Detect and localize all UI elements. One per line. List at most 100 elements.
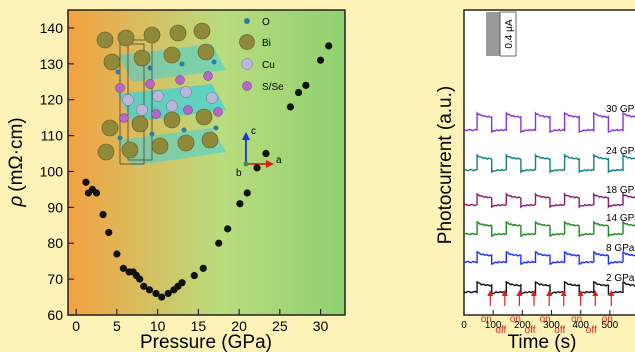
time-tick-label: 500 — [601, 320, 618, 331]
y-axis-label: ρ (mΩ·cm) — [6, 117, 27, 207]
off-label: off — [495, 325, 506, 336]
on-label: on — [540, 314, 551, 325]
data-point — [286, 103, 295, 111]
legend-label-cu: Cu — [262, 60, 275, 71]
x-tick-label: 20 — [231, 318, 247, 334]
time-tick-label: 0 — [461, 320, 467, 331]
data-point — [145, 286, 154, 294]
x-tick-label: 10 — [150, 318, 166, 334]
sulfur-selenium-atom-icon — [242, 81, 252, 91]
data-point — [236, 200, 244, 208]
data-point — [224, 225, 232, 233]
x-tick-label: 25 — [272, 318, 288, 334]
photocurrent-chart: 0.4 μA 2 GPa 8 GPa 14 GPa 18 GPa 24 GPa 30 GP… — [435, 9, 635, 352]
axis-label-b: b — [236, 168, 242, 179]
x-tick-label: 30 — [313, 318, 329, 334]
y-tick-label: 110 — [41, 128, 64, 144]
pressure-label: 14 GPa — [606, 213, 635, 224]
oxygen-atom-icon — [244, 18, 250, 24]
y-tick-label: 70 — [47, 271, 63, 287]
time-tick-label: 100 — [485, 320, 502, 331]
data-point — [119, 264, 127, 272]
x-tick-label: 5 — [113, 318, 121, 334]
off-label: off — [586, 325, 597, 336]
y-tick-label: 80 — [47, 235, 63, 251]
off-label: off — [554, 325, 565, 336]
scale-bar: 0.4 μA — [486, 11, 517, 57]
data-point — [99, 210, 107, 219]
data-point — [243, 189, 251, 197]
photocurrent-series — [463, 250, 635, 266]
data-point — [262, 149, 270, 158]
on-arrow-head — [608, 290, 615, 296]
off-arrow-head — [592, 290, 599, 296]
x-axis-label: Pressure (GPa) — [140, 332, 272, 352]
data-point — [92, 189, 101, 197]
photocurrent-x-axis-label: Time (s) — [508, 332, 577, 352]
axis-label-a: a — [276, 155, 282, 166]
data-point — [325, 42, 333, 50]
on-arrow-head — [516, 290, 523, 296]
photocurrent-series — [463, 192, 635, 209]
copper-atom-icon — [241, 58, 253, 70]
axis-label-c: c — [251, 126, 256, 137]
y-tick-label: 100 — [40, 163, 64, 179]
time-tick-label: 400 — [572, 320, 589, 331]
data-point — [158, 293, 166, 301]
data-point — [164, 289, 172, 298]
photocurrent-series — [463, 220, 635, 238]
data-point — [178, 279, 186, 287]
data-point — [152, 289, 160, 298]
y-axis-label-unit: (mΩ·cm) — [6, 117, 27, 191]
data-point — [190, 271, 198, 280]
on-label: on — [510, 314, 521, 325]
data-point — [215, 239, 223, 247]
legend-item-bi: Bi — [239, 34, 271, 50]
y-tick-label: 120 — [40, 92, 64, 108]
bismuth-atom-icon — [239, 34, 255, 50]
on-label: on — [481, 314, 492, 325]
data-point — [302, 81, 310, 89]
crystal-structure-inset: O Bi Cu S/Se — [96, 17, 284, 179]
scale-bar-label: 0.4 μA — [504, 19, 515, 48]
legend-label-o: O — [262, 17, 270, 28]
photocurrent-series — [463, 111, 635, 134]
on-arrow-head — [487, 290, 494, 296]
on-arrow-head — [546, 290, 553, 296]
y-axis-label-symbol: ρ — [6, 196, 27, 208]
pressure-label: 30 GPa — [606, 104, 635, 115]
x-tick-label: 15 — [191, 318, 207, 334]
off-arrow-head — [531, 290, 537, 296]
inset-legend: O Bi Cu S/Se — [239, 17, 284, 93]
pressure-label: 24 GPa — [606, 146, 635, 157]
legend-item-cu: Cu — [241, 58, 275, 71]
legend-label-s-se: S/Se — [262, 82, 284, 93]
data-point — [253, 164, 261, 172]
data-point — [136, 275, 144, 283]
y-tick-label: 60 — [47, 307, 63, 323]
x-tick-label: 0 — [72, 318, 80, 334]
photocurrent-curves — [463, 111, 635, 296]
resistivity-data-points — [82, 42, 333, 301]
legend-item-s-se: S/Se — [242, 81, 284, 93]
off-arrow-head — [560, 290, 567, 296]
on-arrow-head — [577, 290, 584, 296]
legend-item-o: O — [244, 17, 270, 28]
y-tick-label: 140 — [40, 20, 64, 36]
data-point — [105, 228, 113, 237]
time-tick-label: 200 — [514, 320, 531, 331]
legend-label-bi: Bi — [262, 38, 271, 49]
data-point — [113, 250, 121, 258]
time-tick-label: 300 — [543, 320, 560, 331]
left-axis-ticks: 0 5 10 15 20 25 30 60 70 80 90 100 110 120 130 140 — [40, 20, 329, 334]
pressure-labels: 2 GPa 8 GPa 14 GPa 18 GPa 24 GPa 30 GPa — [606, 104, 635, 284]
y-tick-label: 90 — [47, 199, 63, 215]
off-arrow-head — [501, 290, 508, 296]
on-label: on — [602, 314, 613, 325]
y-tick-label: 130 — [40, 56, 64, 72]
pressure-label: 2 GPa — [606, 273, 635, 284]
data-point — [316, 56, 325, 64]
resistivity-chart: O Bi Cu S/Se — [6, 9, 346, 352]
